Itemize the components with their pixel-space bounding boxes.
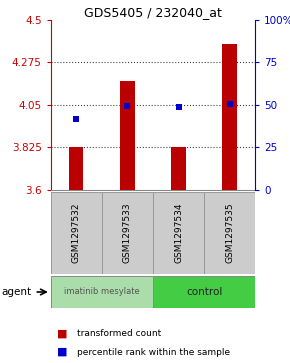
Text: GSM1297533: GSM1297533 [123,203,132,263]
Text: GSM1297532: GSM1297532 [72,203,81,263]
Text: GSM1297535: GSM1297535 [225,203,234,263]
Text: percentile rank within the sample: percentile rank within the sample [77,348,230,356]
Text: GSM1297534: GSM1297534 [174,203,183,263]
Bar [153,192,204,274]
Bar [153,276,255,308]
Text: agent: agent [1,287,32,297]
Bar [171,147,186,190]
Title: GDS5405 / 232040_at: GDS5405 / 232040_at [84,6,222,19]
Text: ■: ■ [57,347,67,357]
Bar [51,276,153,308]
Bar [69,147,84,190]
Bar [204,192,255,274]
Text: control: control [186,287,222,297]
Text: imatinib mesylate: imatinib mesylate [64,287,140,297]
Bar [102,192,153,274]
Bar [51,192,102,274]
Bar [120,81,135,190]
Bar [222,44,237,190]
Text: transformed count: transformed count [77,330,161,338]
Text: ■: ■ [57,329,67,339]
